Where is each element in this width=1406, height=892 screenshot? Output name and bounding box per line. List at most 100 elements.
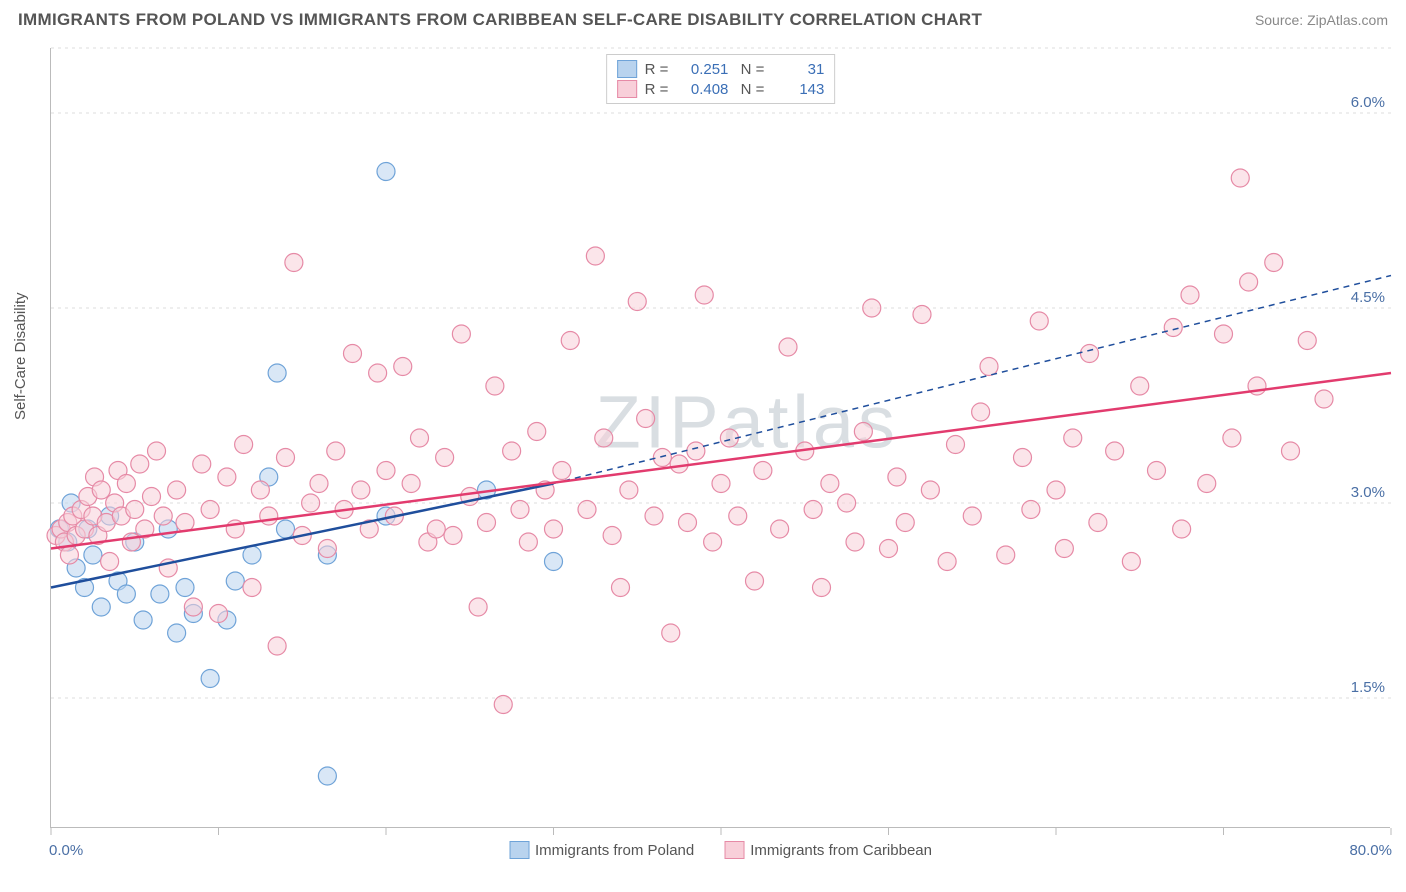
data-point-caribbean <box>184 598 202 616</box>
y-axis-label: Self-Care Disability <box>12 292 29 420</box>
data-point-caribbean <box>1173 520 1191 538</box>
data-point-caribbean <box>888 468 906 486</box>
data-point-caribbean <box>1215 325 1233 343</box>
data-point-caribbean <box>444 527 462 545</box>
corr-n-value: 143 <box>772 81 824 98</box>
data-point-caribbean <box>771 520 789 538</box>
data-point-caribbean <box>662 624 680 642</box>
data-point-caribbean <box>1064 429 1082 447</box>
data-point-caribbean <box>712 475 730 493</box>
corr-r-value: 0.408 <box>676 81 728 98</box>
scatter-chart: 1.5%3.0%4.5%6.0% <box>51 48 1390 827</box>
data-point-caribbean <box>486 377 504 395</box>
data-point-caribbean <box>168 481 186 499</box>
swatch-caribbean <box>724 841 744 859</box>
data-point-caribbean <box>1106 442 1124 460</box>
corr-n-value: 31 <box>772 61 824 78</box>
data-point-caribbean <box>595 429 613 447</box>
data-point-poland <box>134 611 152 629</box>
data-point-caribbean <box>896 514 914 532</box>
data-point-caribbean <box>1164 319 1182 337</box>
data-point-caribbean <box>1081 345 1099 363</box>
data-point-caribbean <box>452 325 470 343</box>
corr-legend-row-caribbean: R =0.408 N =143 <box>617 79 825 99</box>
data-point-poland <box>176 579 194 597</box>
data-point-caribbean <box>193 455 211 473</box>
swatch-poland <box>617 60 637 78</box>
data-point-caribbean <box>938 553 956 571</box>
data-point-caribbean <box>1030 312 1048 330</box>
data-point-caribbean <box>729 507 747 525</box>
data-point-caribbean <box>277 449 295 467</box>
data-point-caribbean <box>963 507 981 525</box>
legend-label: Immigrants from Poland <box>535 842 694 859</box>
data-point-caribbean <box>268 637 286 655</box>
data-point-caribbean <box>92 481 110 499</box>
data-point-caribbean <box>1148 462 1166 480</box>
data-point-caribbean <box>60 546 78 564</box>
data-point-caribbean <box>494 696 512 714</box>
data-point-caribbean <box>1014 449 1032 467</box>
data-point-caribbean <box>427 520 445 538</box>
data-point-caribbean <box>243 579 261 597</box>
data-point-caribbean <box>746 572 764 590</box>
data-point-poland <box>268 364 286 382</box>
data-point-caribbean <box>1298 332 1316 350</box>
data-point-caribbean <box>1198 475 1216 493</box>
data-point-caribbean <box>813 579 831 597</box>
data-point-poland <box>117 585 135 603</box>
data-point-caribbean <box>586 247 604 265</box>
legend-item-caribbean: Immigrants from Caribbean <box>724 841 932 859</box>
corr-n-label: N = <box>736 61 764 78</box>
data-point-caribbean <box>1089 514 1107 532</box>
data-point-caribbean <box>528 423 546 441</box>
data-point-caribbean <box>947 436 965 454</box>
data-point-caribbean <box>670 455 688 473</box>
corr-r-label: R = <box>645 81 669 98</box>
data-point-caribbean <box>352 481 370 499</box>
data-point-caribbean <box>122 533 140 551</box>
data-point-caribbean <box>620 481 638 499</box>
series-legend: Immigrants from Poland Immigrants from Ca… <box>509 841 932 859</box>
data-point-caribbean <box>251 481 269 499</box>
data-point-caribbean <box>1055 540 1073 558</box>
chart-title: IMMIGRANTS FROM POLAND VS IMMIGRANTS FRO… <box>18 10 982 30</box>
data-point-caribbean <box>821 475 839 493</box>
correlation-legend: R =0.251 N =31R =0.408 N =143 <box>606 54 836 104</box>
data-point-caribbean <box>637 410 655 428</box>
data-point-poland <box>151 585 169 603</box>
data-point-caribbean <box>1231 169 1249 187</box>
data-point-caribbean <box>1265 254 1283 272</box>
data-point-caribbean <box>863 299 881 317</box>
data-point-caribbean <box>779 338 797 356</box>
data-point-poland <box>92 598 110 616</box>
data-point-caribbean <box>754 462 772 480</box>
data-point-caribbean <box>344 345 362 363</box>
data-point-caribbean <box>804 501 822 519</box>
data-point-caribbean <box>1181 286 1199 304</box>
data-point-caribbean <box>148 442 166 460</box>
data-point-caribbean <box>880 540 898 558</box>
swatch-caribbean <box>617 80 637 98</box>
data-point-caribbean <box>394 358 412 376</box>
data-point-caribbean <box>1240 273 1258 291</box>
data-point-caribbean <box>377 462 395 480</box>
data-point-caribbean <box>469 598 487 616</box>
data-point-caribbean <box>561 332 579 350</box>
data-point-caribbean <box>695 286 713 304</box>
data-point-caribbean <box>327 442 345 460</box>
data-point-caribbean <box>679 514 697 532</box>
corr-r-value: 0.251 <box>676 61 728 78</box>
x-axis-max-label: 80.0% <box>1349 842 1392 859</box>
data-point-caribbean <box>687 442 705 460</box>
data-point-caribbean <box>126 501 144 519</box>
y-tick-label: 1.5% <box>1351 679 1385 696</box>
data-point-caribbean <box>1047 481 1065 499</box>
data-point-caribbean <box>653 449 671 467</box>
data-point-caribbean <box>302 494 320 512</box>
data-point-caribbean <box>1282 442 1300 460</box>
data-point-caribbean <box>519 533 537 551</box>
data-point-caribbean <box>411 429 429 447</box>
data-point-caribbean <box>436 449 454 467</box>
data-point-caribbean <box>1022 501 1040 519</box>
